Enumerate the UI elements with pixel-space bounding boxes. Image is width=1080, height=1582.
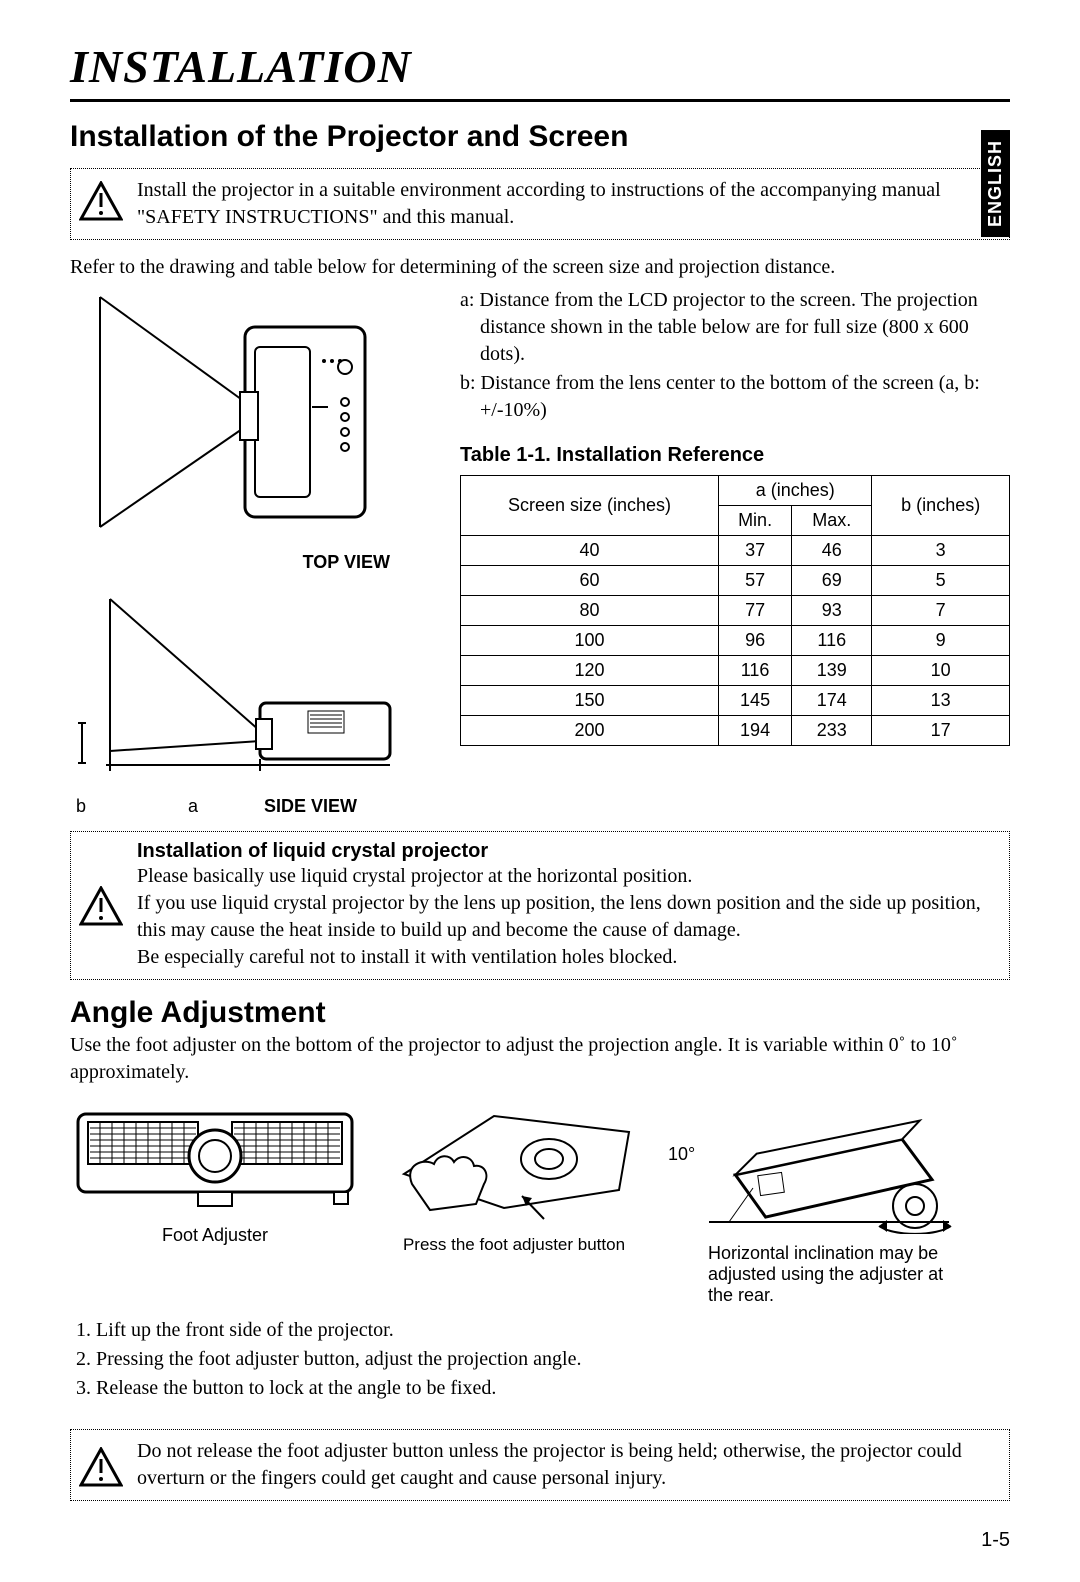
col-a-max: Max. xyxy=(792,506,872,536)
side-view-label: SIDE VIEW xyxy=(264,796,357,817)
page-number: 1-5 xyxy=(70,1529,1010,1552)
top-view-diagram xyxy=(70,287,430,552)
ten-degree-label: 10° xyxy=(668,1144,695,1165)
warning2-title: Installation of liquid crystal projector xyxy=(137,840,1001,863)
col-a-min: Min. xyxy=(719,506,792,536)
warning-icon xyxy=(79,1447,123,1487)
side-view-diagram xyxy=(70,591,430,796)
warning3-text: Do not release the foot adjuster button … xyxy=(137,1438,1001,1492)
table-row: 12011613910 xyxy=(461,656,1010,686)
list-item: Pressing the foot adjuster button, adjus… xyxy=(96,1345,1010,1374)
front-view-diagram xyxy=(70,1104,360,1219)
press-button-label: Press the foot adjuster button xyxy=(403,1235,625,1255)
angle-intro: Use the foot adjuster on the bottom of t… xyxy=(70,1032,1010,1086)
page-title: INSTALLATION xyxy=(70,40,1010,93)
table-row: 15014517413 xyxy=(461,686,1010,716)
language-tab: ENGLISH xyxy=(981,130,1010,237)
col-screen-size: Screen size (inches) xyxy=(461,476,719,536)
title-rule xyxy=(70,99,1010,102)
table-caption: Table 1-1. Installation Reference xyxy=(460,444,1010,467)
table-row: 6057695 xyxy=(461,566,1010,596)
warning2-text: Please basically use liquid crystal proj… xyxy=(137,863,1001,971)
side-a-label: a xyxy=(188,796,198,817)
top-view-label: TOP VIEW xyxy=(303,552,390,572)
table-row: 4037463 xyxy=(461,536,1010,566)
table-row: 100961169 xyxy=(461,626,1010,656)
foot-adjuster-label: Foot Adjuster xyxy=(162,1225,268,1246)
section-title-angle: Angle Adjustment xyxy=(70,996,1010,1030)
press-button-diagram xyxy=(384,1104,644,1229)
table-row: 20019423317 xyxy=(461,716,1010,746)
table-row: 8077937 xyxy=(461,596,1010,626)
warning-box-foot-adjuster: Do not release the foot adjuster button … xyxy=(70,1429,1010,1501)
intro-text: Refer to the drawing and table below for… xyxy=(70,254,1010,281)
warning-icon xyxy=(79,886,123,926)
warning-text: Install the projector in a suitable envi… xyxy=(137,177,1001,231)
rear-adjust-diagram xyxy=(699,1104,959,1239)
section-title-install: Installation of the Projector and Screen xyxy=(70,120,1010,154)
warning-box-install-env: Install the projector in a suitable envi… xyxy=(70,168,1010,240)
rear-adjust-caption: Horizontal inclination may be adjusted u… xyxy=(708,1243,958,1306)
list-item: Lift up the front side of the projector. xyxy=(96,1316,1010,1345)
installation-reference-table: Screen size (inches) a (inches) b (inche… xyxy=(460,475,1010,746)
side-b-label: b xyxy=(76,796,86,817)
list-item: Release the button to lock at the angle … xyxy=(96,1374,1010,1403)
warning-icon xyxy=(79,181,123,221)
definition-a: a: Distance from the LCD projector to th… xyxy=(460,287,1010,368)
warning-box-lcd-position: Installation of liquid crystal projector… xyxy=(70,831,1010,980)
angle-steps-list: Lift up the front side of the projector.… xyxy=(70,1316,1010,1403)
col-b: b (inches) xyxy=(872,476,1010,536)
col-a: a (inches) xyxy=(719,476,872,506)
definition-b: b: Distance from the lens center to the … xyxy=(460,370,1010,424)
